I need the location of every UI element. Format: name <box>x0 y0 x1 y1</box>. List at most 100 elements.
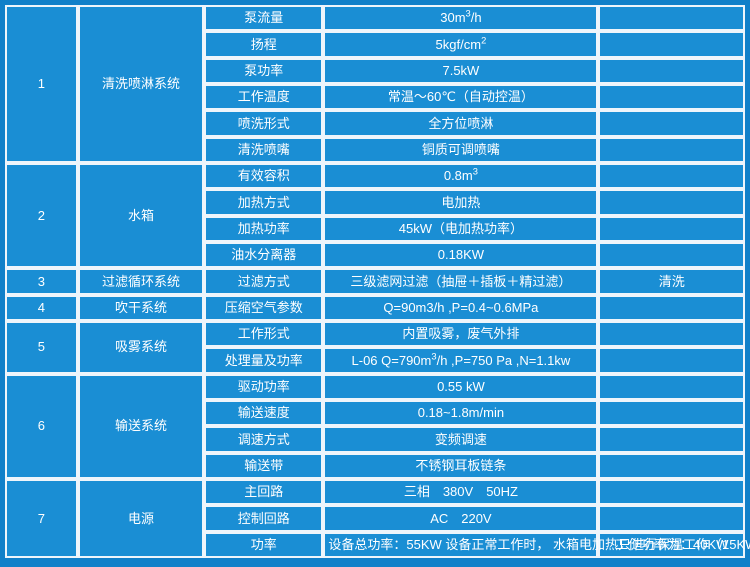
cell-parameter: 压缩空气参数 <box>204 294 324 321</box>
cell-parameter: 泵功率 <box>204 57 324 84</box>
cell-note <box>598 215 745 242</box>
cell-note <box>598 110 745 137</box>
cell-system-name: 过滤循环系统 <box>77 268 205 295</box>
cell-index: 7 <box>5 478 78 558</box>
cell-note <box>598 189 745 216</box>
cell-system-name: 电源 <box>77 478 205 558</box>
cell-parameter: 输送带 <box>204 452 324 479</box>
cell-value: 三相 380V 50HZ <box>323 478 599 506</box>
cell-parameter: 处理量及功率 <box>204 347 324 374</box>
table-row: 6 输送系统 驱动功率 0.55 kW <box>5 373 745 479</box>
table-row: 2 水箱 有效容积 0.8m3 <box>5 162 745 269</box>
cell-value: 7.5kW <box>323 57 599 84</box>
cell-note <box>598 373 745 400</box>
cell-note <box>598 505 745 532</box>
cell-note: 清洗 <box>598 268 745 295</box>
table-row: 清洗喷嘴 铜质可调喷嘴 <box>5 136 745 163</box>
cell-value: 三级滤网过滤（抽屉＋插板＋精过滤） <box>323 268 599 295</box>
cell-parameter: 主回路 <box>204 478 324 506</box>
cell-system-name: 水箱 <box>77 162 205 269</box>
cell-parameter: 泵流量 <box>204 5 324 32</box>
superscript: 3 <box>465 9 471 20</box>
table-body: 1 清洗喷淋系统 泵流量 30m3/h 扬程 5kgf/cm2 泵功率 7.5kW 工作温度 常温… <box>5 5 750 558</box>
cell-value: 内置吸雾，废气外排 <box>323 320 599 348</box>
cell-parameter: 功率 <box>204 531 324 558</box>
table-row: 1 清洗喷淋系统 泵流量 30m3/h <box>5 5 745 163</box>
table-row: 处理量及功率 L-06 Q=790m3/h ,P=750 Pa ,N=1.1kw <box>5 347 745 374</box>
superscript: 2 <box>481 35 487 46</box>
cell-value: 铜质可调喷嘴 <box>323 136 599 163</box>
cell-note <box>598 452 745 479</box>
cell-index: 5 <box>5 320 78 374</box>
table-row: 加热功率 45kW（电加热功率） <box>5 215 745 242</box>
table-row: 工作温度 常温～60℃（自动控温） <box>5 83 745 111</box>
cell-system-name: 吹干系统 <box>77 294 205 321</box>
cell-value: 0.18~1.8m/min <box>323 399 599 427</box>
table-row: 喷洗形式 全方位喷淋 <box>5 110 745 137</box>
cell-system-name: 输送系统 <box>77 373 205 479</box>
cell-note: 工作功率为：40KW <box>598 531 745 558</box>
cell-value: 电加热 <box>323 189 599 216</box>
cell-parameter: 过滤方式 <box>204 268 324 295</box>
equipment-spec-table: 1 清洗喷淋系统 泵流量 30m3/h 扬程 5kgf/cm2 泵功率 7.5kW 工作温度 常温… <box>5 5 750 558</box>
table-row: 3 过滤循环系统 过滤方式 三级滤网过滤（抽屉＋插板＋精过滤） 清洗 <box>5 268 745 295</box>
cell-system-name: 吸雾系统 <box>77 320 205 374</box>
cell-value: Q=90m3/h ,P=0.4~0.6MPa <box>323 294 599 321</box>
cell-value: 不锈钢耳板链条 <box>323 452 599 479</box>
table-row: 控制回路 AC 220V <box>5 505 745 532</box>
cell-value: 0.18KW <box>323 241 599 269</box>
cell-parameter: 工作温度 <box>204 83 324 111</box>
cell-parameter: 输送速度 <box>204 399 324 427</box>
cell-index: 6 <box>5 373 78 479</box>
cell-note <box>598 478 745 506</box>
cell-parameter: 加热方式 <box>204 189 324 216</box>
cell-index: 1 <box>5 5 78 163</box>
table-row: 7 电源 主回路 三相 380V 50HZ <box>5 478 745 558</box>
cell-parameter: 喷洗形式 <box>204 110 324 137</box>
table-row: 调速方式 变频调速 <box>5 426 745 453</box>
superscript: 3 <box>472 167 478 178</box>
cell-value: L-06 Q=790m3/h ,P=750 Pa ,N=1.1kw <box>323 347 599 374</box>
cell-parameter: 扬程 <box>204 31 324 58</box>
cell-value: 0.8m3 <box>323 162 599 190</box>
cell-parameter: 清洗喷嘴 <box>204 136 324 163</box>
cell-value: 5kgf/cm2 <box>323 31 599 58</box>
table-row: 泵功率 7.5kW <box>5 57 745 84</box>
cell-value: 变频调速 <box>323 426 599 453</box>
cell-value: 设备总功率：55KW 设备正常工作时， 水箱电加热只进行保温工作（15KW） <box>323 531 750 558</box>
table-row: 加热方式 电加热 <box>5 189 745 216</box>
table-row: 油水分离器 0.18KW <box>5 241 745 269</box>
table-row: 输送速度 0.18~1.8m/min <box>5 399 745 427</box>
cell-parameter: 调速方式 <box>204 426 324 453</box>
cell-note <box>598 399 745 427</box>
cell-parameter: 控制回路 <box>204 505 324 532</box>
table-row: 扬程 5kgf/cm2 <box>5 31 745 58</box>
cell-value: 常温～60℃（自动控温） <box>323 83 599 111</box>
cell-parameter: 工作形式 <box>204 320 324 348</box>
table-row: 5 吸雾系统 工作形式 内置吸雾，废气外排 <box>5 320 745 374</box>
table-row: 功率 设备总功率：55KW 设备正常工作时， 水箱电加热只进行保温工作（15KW）… <box>5 531 750 558</box>
cell-parameter: 油水分离器 <box>204 241 324 269</box>
cell-note <box>598 347 745 374</box>
cell-parameter: 加热功率 <box>204 215 324 242</box>
cell-note <box>598 31 745 58</box>
cell-index: 4 <box>5 294 78 321</box>
cell-note <box>598 136 745 163</box>
cell-note <box>598 426 745 453</box>
cell-index: 2 <box>5 162 78 269</box>
cell-value: 全方位喷淋 <box>323 110 599 137</box>
cell-value: 30m3/h <box>323 5 599 32</box>
cell-system-name: 清洗喷淋系统 <box>77 5 205 163</box>
cell-value: 45kW（电加热功率） <box>323 215 599 242</box>
cell-value: 0.55 kW <box>323 373 599 400</box>
superscript: 3 <box>431 351 437 362</box>
cell-parameter: 有效容积 <box>204 162 324 190</box>
cell-value: AC 220V <box>323 505 599 532</box>
cell-note <box>598 57 745 84</box>
cell-index: 3 <box>5 268 78 295</box>
cell-note <box>598 83 745 111</box>
cell-parameter: 驱动功率 <box>204 373 324 400</box>
cell-note <box>598 294 745 321</box>
cell-note <box>598 162 745 190</box>
